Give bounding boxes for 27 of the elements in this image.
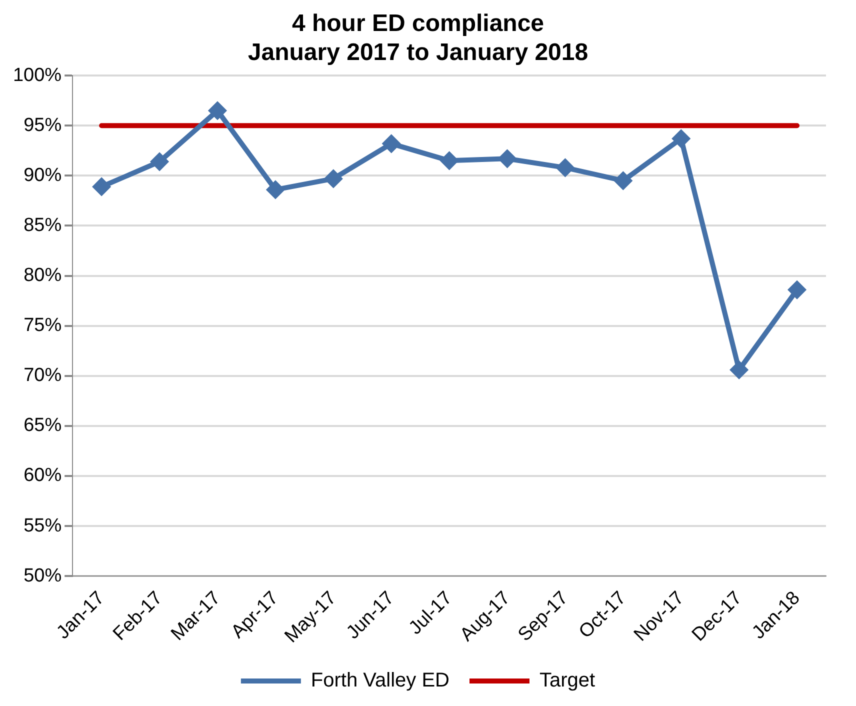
point — [151, 153, 168, 170]
point — [788, 281, 806, 298]
y-tick-label: 85% — [24, 214, 62, 236]
point — [324, 170, 342, 188]
y-tick-label: 65% — [24, 415, 62, 436]
y-tick-label: 95% — [24, 114, 62, 136]
y-tick-label: 55% — [24, 515, 62, 536]
legend-label: Target — [539, 670, 596, 692]
y-tick-label: 80% — [24, 265, 62, 286]
point — [382, 135, 400, 152]
point — [93, 178, 110, 196]
point — [440, 152, 458, 170]
point — [208, 102, 226, 120]
legend-label: Forth Valley ED — [310, 670, 450, 692]
point — [672, 130, 690, 148]
y-tick-label: 50% — [24, 565, 62, 586]
point — [266, 181, 284, 198]
y-tick-label: 70% — [24, 365, 62, 386]
y-tick-label: 90% — [24, 164, 62, 186]
y-tick-label: 75% — [24, 315, 62, 336]
point — [556, 159, 574, 176]
point — [498, 150, 516, 168]
chart-title: 4 hour ED compliance January 2017 to January 2018 — [248, 10, 588, 66]
y-tick-label: 100% — [12, 64, 62, 86]
point — [730, 361, 748, 378]
y-tick-label: 60% — [24, 465, 62, 486]
point — [614, 172, 632, 190]
